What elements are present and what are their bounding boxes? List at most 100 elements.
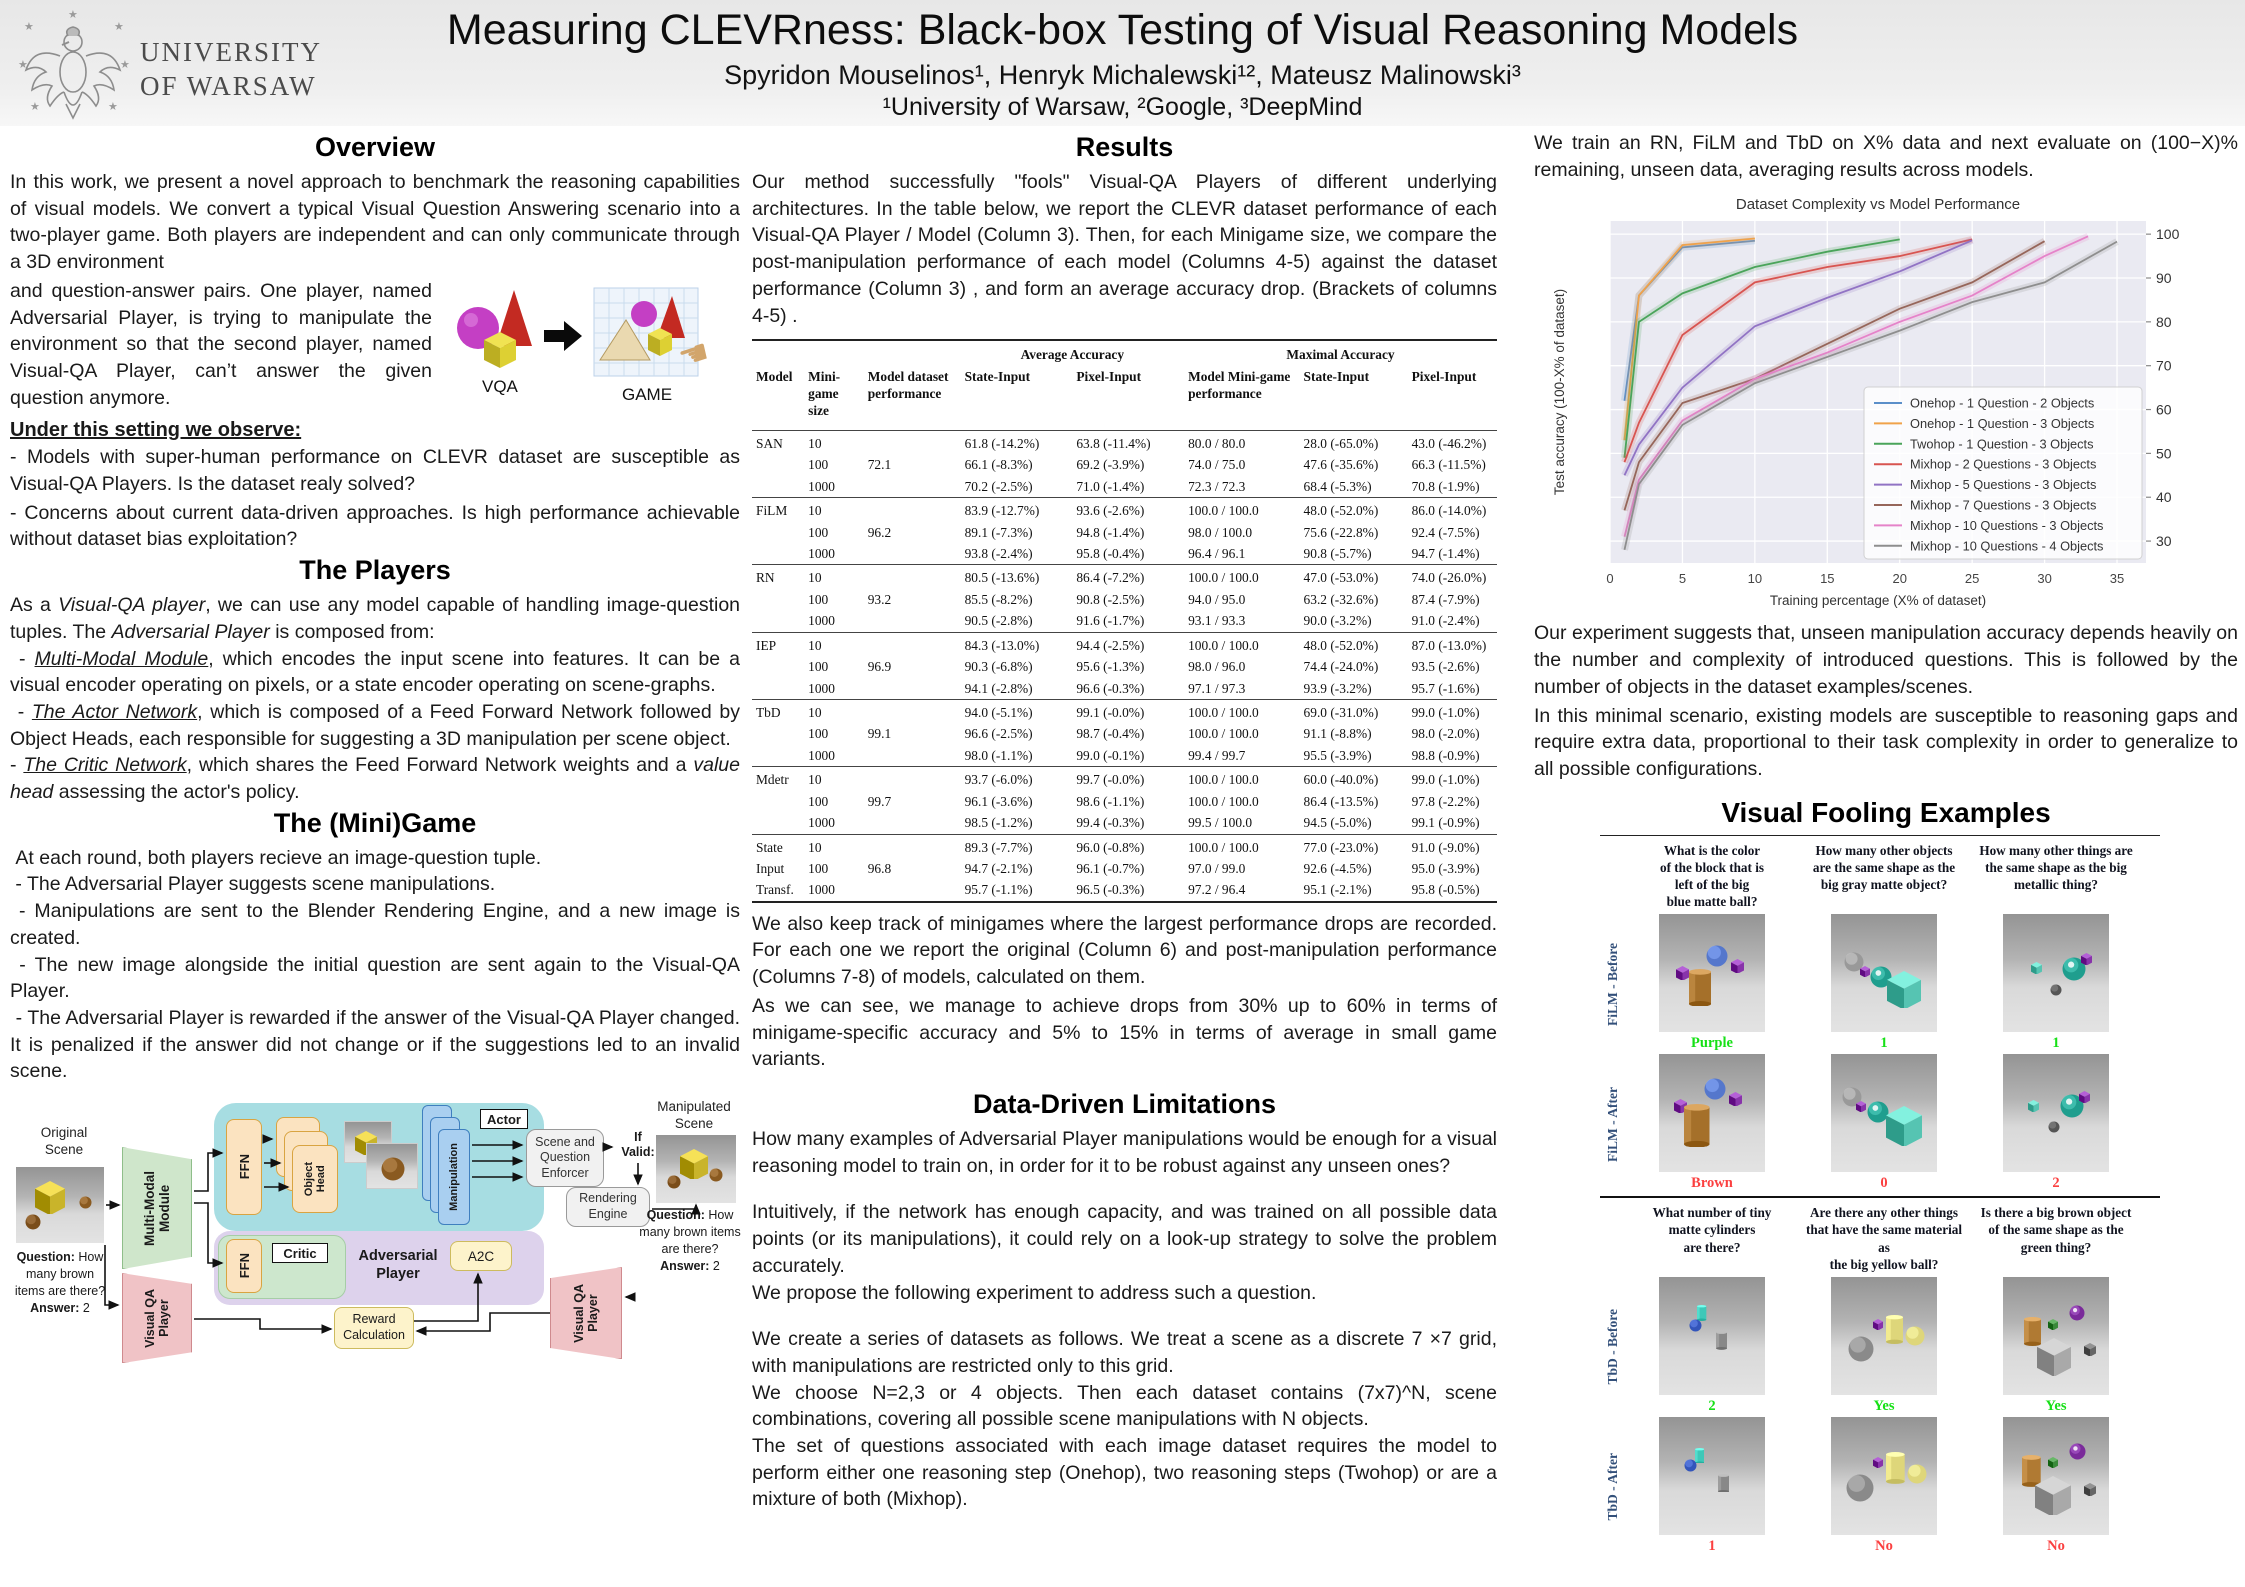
table-cell: 93.1 / 93.3 [1188,613,1246,629]
#b07a33-cylinder-object [2022,1454,2041,1492]
table-cell: 98.0 (-2.0%) [1411,726,1480,742]
experiment-conclusion-1: Our experiment suggests that, unseen man… [1534,622,2238,698]
red-cone-icon [496,289,532,346]
#8a5a20-sphere-object [381,1157,405,1184]
metal-#1f9e8e-sphere-object [1870,966,1892,993]
fooling-scene-image [1659,1276,1765,1395]
multi-modal-module-node: Multi-Modal Module [122,1147,192,1270]
table-row: 100 99.7 96.1 (-3.6%) 98.6 (-1.1%) 100.0 / 1… [752,791,1497,812]
limitations-paragraph-1: How many examples of Adversarial Player … [752,1127,1497,1177]
yellow-cube-icon [648,327,672,356]
table-cell: 100.0 / 100.0 [1188,793,1259,809]
table-cell: 99.1 (-0.9%) [1411,815,1480,831]
#a5702a-cylinder-object [1684,1103,1710,1153]
#666666-cube-object [2083,1342,2096,1361]
table-cell: 96.2 [867,524,892,540]
table-cell: 100 [808,591,829,607]
table-cell [864,745,961,767]
table-column-header: State-Input [1303,368,1370,384]
minigame-heading: The (Mini)Game [273,807,477,838]
table-cell: 28.0 (-65.0%) [1299,429,1408,455]
fooling-scene-image [1831,914,1937,1033]
table-cell: 70.8 (-1.9%) [1411,478,1480,494]
svg-text:Twohop - 1 Question - 3 Obje: Twohop - 1 Question - 3 Objects [1910,437,2094,452]
original-scene-label: Original Scene [40,1125,88,1157]
table-cell: 96.6 (-2.5%) [964,726,1033,742]
table-row: Transf. 1000 95.7 (-1.1%) 96.5 (-0.3%) 97.2 … [752,879,1497,901]
poster-affiliations: ¹University of Warsaw, ²Google, ³DeepMin… [882,93,1363,121]
text-segment: assessing the actor's policy. [53,781,300,804]
logo-line2: OF WARSAW [140,70,317,101]
#555555-sphere-object [2050,983,2062,1001]
table-cell: 90.0 (-3.2%) [1303,613,1372,629]
table-row: SAN 10 61.8 (-14.2%) 63.8 (-11.4%) 80.0 / 80… [752,429,1497,455]
table-row: 100 99.1 96.6 (-2.5%) 98.7 (-0.4%) 100.0 / 1… [752,723,1497,744]
table-row: TbD 10 94.0 (-5.1%) 99.1 (-0.0%) 100.0 / 100… [752,698,1497,724]
text-segment: , we can use any model capable of handli… [10,594,746,643]
table-cell: 94.0 (-5.1%) [960,698,1073,724]
fooling-answer-text: No [1875,1537,1893,1554]
table-cell: 10 [804,429,864,455]
table-cell [752,745,804,767]
experiment-intro: We train an RN, FiLM and TbD on X% data … [1534,132,2238,181]
observe-item-2: - Concerns about current data-driven app… [10,501,740,551]
table-cell: 98.0 / 100.0 [1188,524,1253,540]
table-cell [863,766,961,791]
table-group-header: Average Accuracy [960,339,1185,366]
table-cell [752,656,804,677]
question-left-text: Question: How many brown items are there… [10,1249,110,1317]
table-cell: 98.5 (-1.2%) [964,815,1033,831]
table-row: Input 100 96.8 94.7 (-2.1%) 96.1 (-0.7%) 97.0… [752,858,1497,879]
column-overview: Overview In this work, we present a nove… [10,130,741,1365]
table-cell: 96.9 [867,659,892,675]
table-group-header [752,339,961,366]
overview-paragraph-a: In this work, we present a novel approac… [10,171,740,274]
table-cell: Mdetr [752,766,805,791]
svg-text:70: 70 [2156,358,2172,374]
beige-triangle-icon [599,318,651,361]
#555555-sphere-object [2048,1120,2060,1138]
table-cell [863,698,961,724]
table-column-header: Model [756,368,793,384]
#3a8a3a-cube-object [2047,1455,2058,1473]
svg-text:★: ★ [108,100,118,113]
game-label-svg: GAME [622,385,672,404]
table-cell: 98.0 (-1.1%) [964,747,1033,763]
overview-paragraph-b: and question-answer pairs. One player, n… [10,279,432,409]
table-cell: 93.7 (-6.0%) [960,766,1073,791]
results-table-header: Average Accuracy Maximal Accuracy Model Min… [752,339,1497,431]
fooling-question-text: What number of tiny matte cylinders are … [1652,1205,1772,1255]
#8833aa-cube-object [1873,1455,1884,1473]
svg-text:★: ★ [24,20,34,33]
table-row: 100 72.1 66.1 (-8.3%) 69.2 (-3.9%) 74.0 / 75… [752,454,1497,475]
table-cell: 80.5 (-13.6%) [960,564,1073,589]
table-cell: 100.0 / 100.0 [1184,631,1300,657]
text-segment: Answer: [30,1300,80,1315]
visual-qa-player-right-node: Visual QA Player [550,1267,622,1360]
red-cone-icon [657,295,685,338]
text-segment: The Actor Network [31,700,198,723]
svg-text:Mixhop - 10 Questions - 3 Obje: Mixhop - 10 Questions - 3 Objects [1910,518,2103,533]
table-cell: 10 [804,631,864,657]
svg-text:10: 10 [1748,571,1762,586]
svg-text:90: 90 [2156,270,2172,286]
table-cell: 91.6 (-1.7%) [1076,613,1145,629]
text-segment: How many brown items are there? [639,1208,741,1256]
scene-question-enforcer-node: Scene and Question Enforcer [526,1129,604,1188]
#8833aa-cube-object [1673,1099,1687,1118]
table-cell: 100.0 / 100.0 [1184,766,1300,791]
table-column-header: Mini-game size [808,368,841,419]
manipulated-scene-label: Manipulated Scene [657,1099,731,1131]
#888888-cylinder-object [1716,1331,1728,1355]
fooling-answer-text: No [2047,1537,2065,1554]
table-column-header: Pixel-Input [1076,368,1142,384]
table-cell: 94.7 (-2.1%) [964,860,1033,876]
#999999-sphere-object [1842,1087,1862,1112]
fooling-row-label: TbD - After [1605,1453,1620,1521]
svg-text:Onehop - 1 Question - 2 Obje: Onehop - 1 Question - 2 Objects [1910,396,2094,411]
text-segment: 2 [709,1258,720,1273]
table-cell: 66.1 (-8.3%) [964,457,1033,473]
table-row: IEP 10 84.3 (-13.0%) 94.4 (-2.5%) 100.0 / 10… [752,631,1497,657]
svg-text:5: 5 [1679,571,1686,586]
poster-title: Measuring CLEVRness: Black-box Testing o… [446,6,1799,54]
